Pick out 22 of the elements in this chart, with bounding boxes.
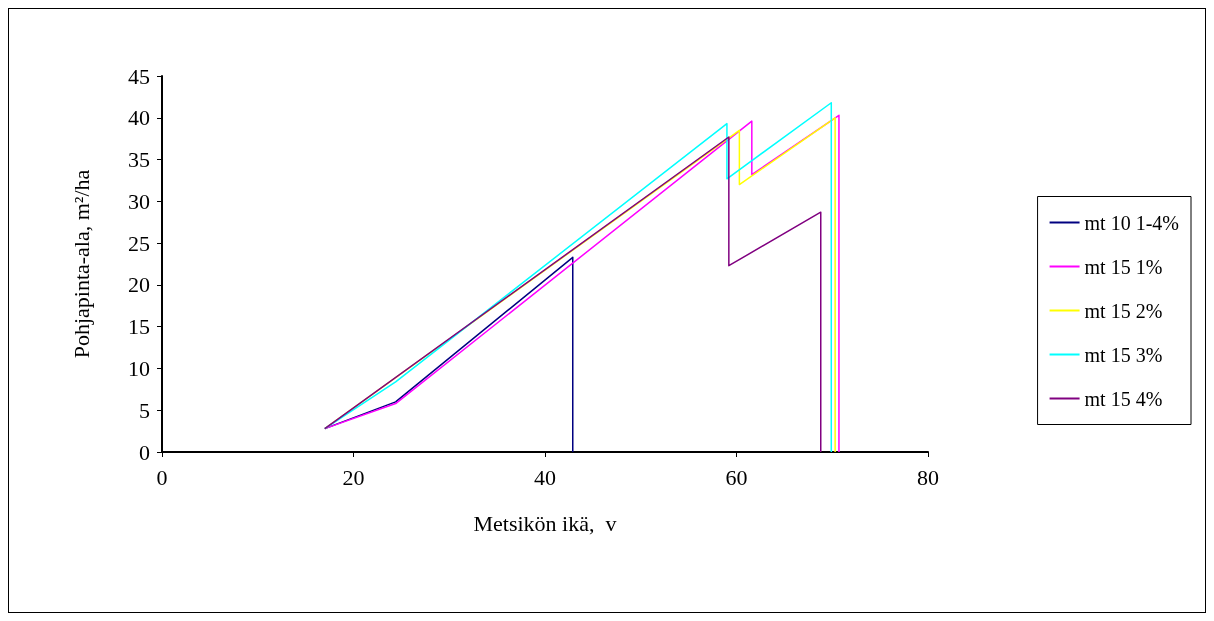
legend-label: mt 15 3% [1084,343,1163,366]
legend-label: mt 15 2% [1084,299,1163,322]
y-tick-label: 25 [128,230,150,256]
y-tick-label: 40 [128,105,150,131]
x-tick-label: 40 [534,464,556,490]
x-tick-label: 60 [725,464,748,490]
legend-label: mt 15 1% [1084,255,1163,278]
y-tick-label: 0 [139,439,150,465]
x-axis-title: Metsikön ikä, v [473,510,617,536]
y-tick-label: 45 [128,63,150,89]
y-axis-title: Pohjapinta-ala, m²/ha [68,169,94,359]
y-tick-label: 35 [128,147,150,173]
x-tick-label: 0 [156,464,168,490]
y-tick-label: 15 [128,314,150,340]
x-tick-label: 20 [342,464,365,490]
legend-label: mt 10 1-4% [1084,211,1179,234]
y-tick-label: 10 [128,355,150,381]
y-tick-label: 20 [128,272,150,298]
legend-label: mt 15 4% [1084,387,1163,410]
x-tick-label: 80 [917,464,939,490]
y-tick-label: 30 [128,188,150,214]
y-tick-label: 5 [139,397,150,423]
